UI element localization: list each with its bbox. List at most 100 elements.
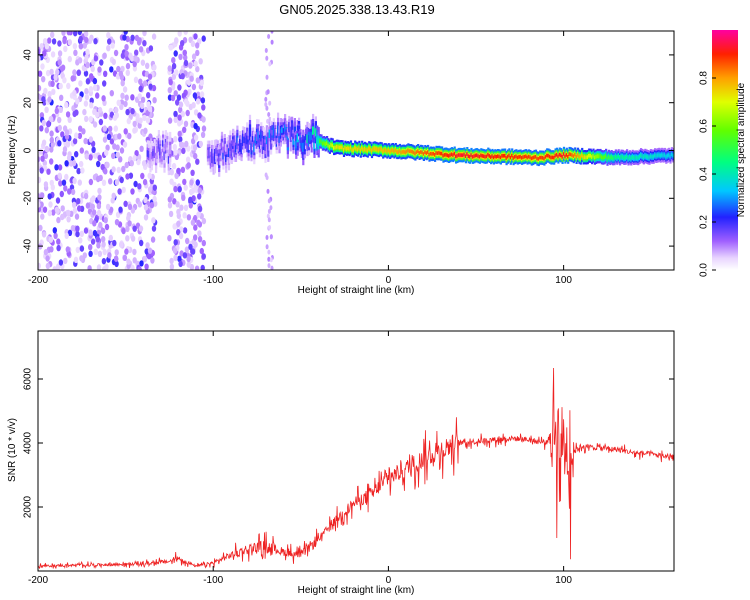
spectrogram-cell bbox=[358, 146, 361, 150]
spectrogram-cell bbox=[481, 154, 484, 158]
spectrogram-cell bbox=[50, 31, 55, 38]
spectrogram-cell bbox=[512, 156, 515, 160]
spectrogram-cell bbox=[132, 60, 137, 68]
spectrogram-cell bbox=[130, 235, 136, 242]
spectrogram-cell bbox=[76, 198, 81, 205]
spectrogram-cell bbox=[97, 194, 102, 201]
spectrogram-cell bbox=[142, 31, 147, 37]
spectrogram-cell bbox=[173, 185, 178, 193]
spectrogram-cell bbox=[178, 101, 184, 108]
spectrogram-cell bbox=[66, 82, 71, 90]
spectrogram-cell bbox=[209, 157, 212, 164]
spectrogram-cell bbox=[434, 153, 437, 157]
spectrogram-cell bbox=[95, 111, 100, 118]
spectrogram-cell bbox=[169, 168, 174, 176]
spectrogram-cell bbox=[585, 155, 588, 160]
spectrogram-cell bbox=[78, 125, 83, 132]
spectrogram-cell bbox=[470, 153, 473, 157]
spectrogram-cell bbox=[435, 151, 438, 155]
spectrogram-cell bbox=[226, 147, 229, 155]
spectrogram-cell bbox=[617, 154, 620, 159]
spectrogram-cell bbox=[79, 147, 85, 154]
spectrogram-cell bbox=[55, 207, 60, 215]
spectrogram-cell bbox=[142, 80, 148, 87]
spectrogram-cell bbox=[173, 136, 178, 143]
spectrogram-cell bbox=[177, 31, 182, 37]
spectrogram-cell bbox=[122, 86, 128, 93]
spectrogram-cell bbox=[39, 43, 44, 50]
spectrogram-cell bbox=[193, 109, 199, 116]
spectrogram-cell bbox=[46, 168, 51, 175]
spectrogram-cell bbox=[102, 125, 108, 132]
spectrogram-cell bbox=[234, 145, 238, 152]
spectrogram-cell bbox=[118, 70, 124, 78]
spectrogram-cell bbox=[100, 163, 105, 171]
spectrogram-cell bbox=[103, 168, 108, 175]
spectrogram-cell bbox=[467, 154, 470, 158]
spectrogram-cell bbox=[195, 98, 201, 105]
spectrogram-cell bbox=[193, 134, 199, 141]
spectrogram-cell bbox=[196, 219, 201, 226]
spectrogram-cell bbox=[64, 101, 69, 109]
spectrogram-cell bbox=[45, 262, 51, 270]
spectrogram-cell bbox=[365, 148, 368, 152]
spectrogram-cell bbox=[265, 136, 268, 145]
spectrogram-cell bbox=[177, 130, 182, 138]
spectrogram-cell bbox=[72, 43, 78, 50]
spectrogram-cell bbox=[400, 150, 403, 155]
spectrogram-cell bbox=[88, 86, 94, 93]
spectrogram-cell bbox=[516, 155, 519, 160]
spectrogram-cell bbox=[128, 52, 133, 59]
spectrogram-cell bbox=[125, 62, 131, 70]
spectrogram-cell bbox=[564, 154, 567, 159]
spectrogram-cell bbox=[201, 35, 206, 42]
spectrogram-cell bbox=[173, 116, 178, 124]
spectrogram-cell bbox=[307, 135, 310, 144]
spectrogram-cell bbox=[146, 150, 149, 157]
spectrogram-cell bbox=[180, 73, 185, 80]
spectrogram-cell bbox=[449, 153, 452, 157]
spectrogram-cell bbox=[185, 237, 190, 245]
spectrogram-cell bbox=[38, 176, 42, 184]
spectrogram-cell bbox=[492, 155, 495, 160]
spectrogram-cell bbox=[494, 154, 497, 159]
spectrogram-cell bbox=[377, 148, 381, 152]
spectrogram-cell bbox=[51, 88, 56, 96]
spectrogram-cell bbox=[197, 112, 202, 119]
spectrogram-cell bbox=[181, 147, 186, 155]
spectrogram-cell bbox=[113, 255, 119, 262]
spectrogram-cell bbox=[151, 33, 157, 40]
spectrogram-cell bbox=[122, 254, 128, 261]
spectrogram-cell bbox=[267, 249, 271, 255]
spectrogram-cell bbox=[471, 155, 474, 159]
spectrogram-cell bbox=[87, 265, 92, 270]
colorbar: 0.0 0.2 0.4 0.6 0.8 Normalized spectral ampl… bbox=[699, 30, 747, 277]
spectrogram-cell bbox=[656, 153, 659, 158]
spectrogram-cell bbox=[88, 250, 93, 257]
spectrogram-cell bbox=[257, 131, 260, 140]
spectrogram-cell bbox=[89, 197, 95, 204]
spectrogram-cell bbox=[407, 148, 410, 153]
spectrogram-cell bbox=[174, 69, 179, 76]
spectrogram-cell bbox=[101, 258, 107, 265]
spectrogram-cell bbox=[54, 107, 59, 115]
spectrogram-cell bbox=[144, 263, 149, 270]
spectrogram-cell bbox=[599, 154, 602, 158]
spectrogram-cell bbox=[114, 260, 119, 268]
spectrogram-cell bbox=[375, 147, 378, 151]
spectrogram-cell bbox=[102, 266, 107, 270]
spectrogram-cell bbox=[603, 155, 606, 159]
spectrogram-cell bbox=[157, 141, 160, 149]
spectrogram-cell bbox=[105, 144, 110, 151]
spectrogram-cell bbox=[200, 264, 205, 270]
spectrogram-cell bbox=[266, 188, 270, 194]
spectrogram-cell bbox=[591, 155, 594, 159]
spectrogram-cell bbox=[95, 92, 100, 99]
spectrogram-cell bbox=[303, 142, 306, 149]
spectrogram-cell bbox=[57, 40, 62, 47]
spectrogram-cell bbox=[589, 153, 592, 158]
spectrogram-cell bbox=[260, 132, 263, 139]
spectrogram-cell bbox=[88, 229, 93, 236]
spectrogram-cell bbox=[167, 235, 172, 242]
spectrogram-cell bbox=[178, 232, 184, 240]
